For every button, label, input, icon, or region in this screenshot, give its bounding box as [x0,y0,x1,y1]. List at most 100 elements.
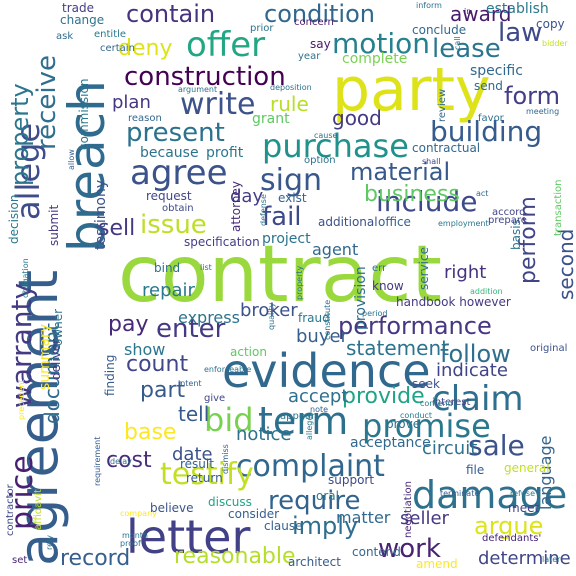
word: sell [98,216,136,241]
word: matter [336,508,391,527]
word: favor [478,113,504,124]
word: concern [294,17,334,28]
word: enforceable [204,365,252,374]
word: delay [110,457,132,466]
word: contend [420,399,453,408]
word: prepare [488,215,527,226]
word: condition [264,0,375,28]
word: property [295,265,304,300]
word: because [140,145,199,161]
word: obligation [21,258,30,298]
word: broker [240,300,298,321]
word: submit [47,204,61,246]
word: believe [150,501,194,515]
word: contain [126,0,216,28]
word: testimony [93,179,109,250]
word: obtain [162,203,194,214]
word: specification [184,235,260,249]
word: amend [416,557,458,571]
word: return [186,471,223,485]
word: work [378,534,441,564]
word: call [453,36,462,50]
word: sale [468,429,525,462]
word: letter [126,510,251,564]
word: party [332,55,491,125]
word: law [498,18,543,48]
word: deliver [49,338,63,380]
word: reason [128,113,162,124]
word: ask [56,31,74,42]
word: exist [278,191,307,205]
word: appear [280,411,316,422]
word: acceptance [350,435,431,451]
word: complaint [236,449,385,484]
word: cost [106,448,152,473]
word: fraud [298,311,330,325]
word: defendants' [482,533,542,544]
word: deposition [270,83,312,92]
word: claim [432,379,524,419]
word: deny [118,36,173,61]
word: record [60,546,131,571]
word: year [298,51,321,62]
word: buyer [296,326,348,347]
word: employment [438,219,489,228]
word: promise [362,407,491,445]
word: negotiation [403,481,414,538]
word: determine [478,548,571,569]
word: purchase [262,127,409,165]
word: reasonable [174,544,296,569]
word: decision [7,194,21,244]
word: offer [186,25,266,65]
word: attorney [229,181,243,232]
word: accord [492,207,526,218]
word: addition [470,287,503,296]
word: term [258,399,349,443]
word: pay [108,312,149,337]
word: provide [342,384,425,409]
word: cause [314,131,338,140]
word: proof [120,539,141,548]
word: requirement [93,436,102,486]
word: allege [305,415,314,440]
word: circuit [422,438,478,459]
word: note [310,405,329,414]
word: original [530,343,568,354]
word: know [372,279,404,293]
word: seller [400,508,449,529]
word: lease [432,34,501,64]
word: result [180,457,214,471]
word: right [444,262,487,283]
word: argument [178,85,218,94]
word: option [304,155,336,166]
word: accept [288,386,349,407]
word: require [268,486,361,516]
word: consider [228,507,280,521]
word: part [140,378,186,403]
word: list [200,263,212,272]
word: show [124,340,166,359]
word: material [350,158,451,186]
word: count [126,352,189,377]
word: architect [288,555,341,569]
word: review [437,88,448,122]
word: agent [312,240,359,259]
word: action [230,345,267,359]
word: provision [353,266,369,330]
word: send [474,79,503,93]
word: plan [112,92,151,113]
word: terminate [440,489,480,498]
word: form [504,82,560,110]
word: profit [206,145,244,161]
word: prior [250,23,274,34]
word: repair [142,280,195,301]
word: conclude [412,23,467,37]
word: bid [204,401,254,439]
word: damage [412,473,568,517]
word: month [122,531,148,540]
word: general [504,461,550,475]
word: specific [470,63,523,79]
word: present [126,118,225,148]
word: set [12,555,28,566]
